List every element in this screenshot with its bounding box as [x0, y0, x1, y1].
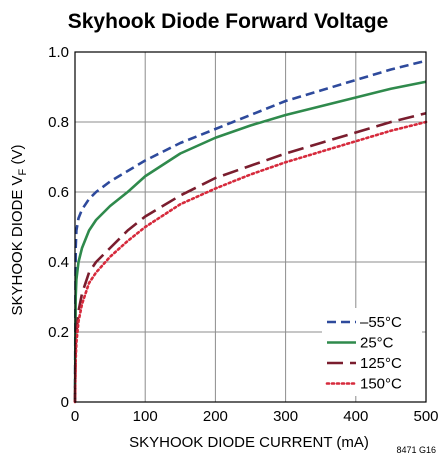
- legend-label-1: –55°C: [360, 314, 402, 331]
- y-tick-label: 0: [61, 394, 69, 411]
- y-axis-label-main: SKYHOOK DIODE V: [9, 175, 26, 315]
- y-tick-label: 1.0: [48, 44, 69, 61]
- y-tick-label: 0.2: [48, 324, 69, 341]
- x-tick-label: 200: [203, 408, 228, 425]
- x-tick-label: 500: [413, 408, 438, 425]
- legend: –55°C 25°C 125°C 150°C: [322, 308, 422, 396]
- series-line-2: [73, 80, 427, 403]
- x-tick-label: 0: [71, 408, 79, 425]
- y-axis-label-unit: (V): [9, 145, 26, 169]
- y-tick-label: 0.6: [48, 184, 69, 201]
- legend-label-2: 25°C: [360, 335, 394, 352]
- series-line-1: [73, 59, 427, 403]
- legend-background: [322, 308, 422, 396]
- y-tick-label: 0.4: [48, 254, 69, 271]
- x-tick-label: 400: [343, 408, 368, 425]
- y-tick-label: 0.8: [48, 114, 69, 131]
- chart-title: Skyhook Diode Forward Voltage: [68, 10, 389, 33]
- series-line-3: [73, 111, 427, 403]
- legend-label-4: 150°C: [360, 376, 402, 393]
- tick-labels: 0 100 200 300 400 500 0 0.2 0.4 0.6 0.8 1.0: [48, 44, 438, 425]
- x-tick-label: 100: [133, 408, 158, 425]
- y-axis-label: SKYHOOK DIODE VF (V): [9, 145, 29, 316]
- series-line-4: [73, 120, 428, 404]
- x-tick-label: 300: [273, 408, 298, 425]
- x-axis-label: SKYHOOK DIODE CURRENT (mA): [129, 434, 369, 451]
- figure-code: 8471 G16: [396, 445, 436, 455]
- grid-lines: [75, 52, 426, 402]
- legend-label-3: 125°C: [360, 355, 402, 372]
- series-lines: [73, 59, 428, 404]
- y-axis-label-subscript: F: [17, 168, 29, 175]
- plot-frame: [74, 51, 427, 403]
